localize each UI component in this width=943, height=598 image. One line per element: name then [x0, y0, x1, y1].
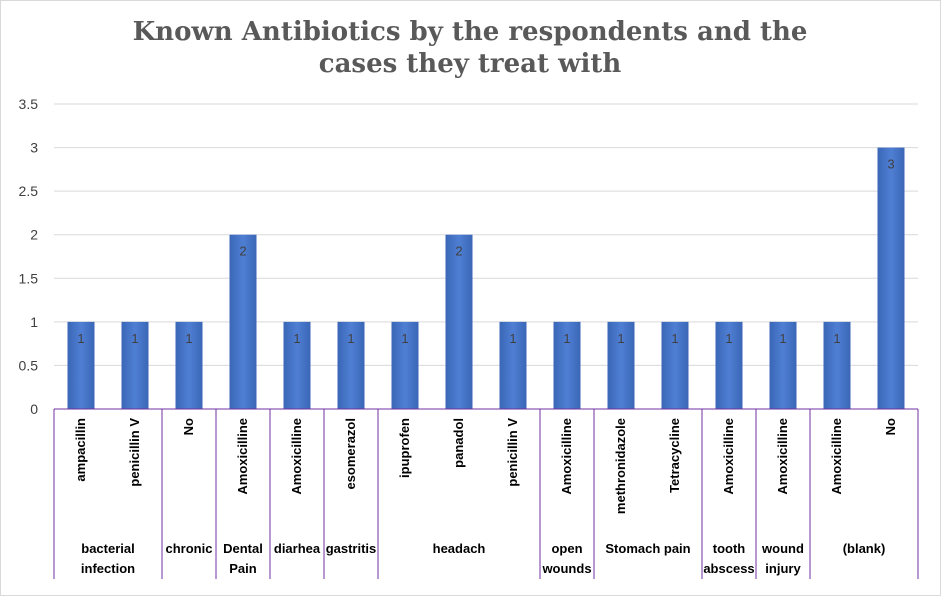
- chart-title: Known Antibiotics by the respondents and…: [132, 17, 808, 79]
- x-category-label: Amoxicilline: [289, 418, 304, 495]
- data-label: 3: [887, 157, 894, 172]
- x-category-label: penicillin V: [505, 418, 520, 487]
- data-label: 1: [725, 331, 732, 346]
- bar: [121, 321, 149, 409]
- bar: [823, 321, 851, 409]
- data-label: 1: [833, 331, 840, 346]
- bar: [499, 321, 527, 409]
- y-tick-label: 3.5: [19, 96, 39, 112]
- x-group-label: wounds: [541, 561, 591, 576]
- x-axis: ampacillin penicillin V bacterial infection…: [53, 408, 919, 579]
- bar: [283, 321, 311, 409]
- bar: [445, 234, 473, 409]
- bars: 1 1 1 2 1 1 1 2 1 1 1 1 1 1 1 3: [67, 147, 905, 410]
- x-category-label: methronidazole: [613, 418, 628, 514]
- x-group-label: Pain: [229, 561, 257, 576]
- x-category-label: No: [883, 418, 898, 435]
- y-tick-label: 2: [30, 227, 38, 243]
- data-label: 1: [401, 331, 408, 346]
- x-category-label: panadol: [451, 418, 466, 468]
- y-tick-label: 2.5: [19, 183, 39, 199]
- data-label: 1: [509, 331, 516, 346]
- x-group-label: diarhea: [274, 541, 321, 556]
- y-tick-label: 3: [30, 140, 38, 156]
- x-group-label: open: [551, 541, 582, 556]
- x-category-label: ipuprofen: [397, 418, 412, 478]
- data-label: 2: [455, 244, 462, 259]
- bar: [607, 321, 635, 409]
- x-category-label: No: [181, 418, 196, 435]
- y-tick-label: 0: [30, 401, 38, 417]
- x-category-label: ampacillin: [73, 418, 88, 482]
- x-group-label: tooth: [713, 541, 746, 556]
- x-group-label: infection: [81, 561, 135, 576]
- data-label: 1: [77, 331, 84, 346]
- x-category-label: Amoxicilline: [775, 418, 790, 495]
- data-label: 1: [563, 331, 570, 346]
- x-category-label: Amoxicilline: [235, 418, 250, 495]
- x-group-label: headach: [433, 541, 486, 556]
- data-label: 2: [239, 244, 246, 259]
- data-label: 1: [779, 331, 786, 346]
- x-group-label: gastritis: [326, 541, 377, 556]
- x-category-label: Tetracycline: [667, 418, 682, 493]
- bar: [175, 321, 203, 409]
- bar: [715, 321, 743, 409]
- bar: [391, 321, 419, 409]
- y-axis-ticks: 0 0.5 1 1.5 2 2.5 3 3.5: [19, 96, 39, 417]
- x-group-label: Stomach pain: [605, 541, 690, 556]
- bar: [553, 321, 581, 409]
- data-label: 1: [347, 331, 354, 346]
- bar: [337, 321, 365, 409]
- x-group-label: Dental: [223, 541, 263, 556]
- y-tick-label: 1.5: [19, 270, 39, 286]
- x-category-label: Amoxicilline: [559, 418, 574, 495]
- data-label: 1: [617, 331, 624, 346]
- x-group-label: bacterial: [81, 541, 134, 556]
- y-tick-label: 1: [30, 314, 38, 330]
- x-group-label: chronic: [166, 541, 213, 556]
- data-label: 1: [293, 331, 300, 346]
- x-group-label: abscess: [703, 561, 754, 576]
- x-group-label: injury: [765, 561, 801, 576]
- x-category-label: esomerazol: [343, 418, 358, 490]
- bar: [769, 321, 797, 409]
- x-group-label: wound: [761, 541, 804, 556]
- x-category-label: penicillin V: [127, 418, 142, 487]
- data-label: 1: [131, 331, 138, 346]
- data-label: 1: [671, 331, 678, 346]
- x-category-label: Amoxicilline: [829, 418, 844, 495]
- bar: [661, 321, 689, 409]
- data-label: 1: [185, 331, 192, 346]
- x-group-label: (blank): [843, 541, 886, 556]
- bar: [229, 234, 257, 409]
- bar: [877, 147, 905, 410]
- x-category-label: Amoxicilline: [721, 418, 736, 495]
- y-tick-label: 0.5: [19, 357, 39, 373]
- bar: [67, 321, 95, 409]
